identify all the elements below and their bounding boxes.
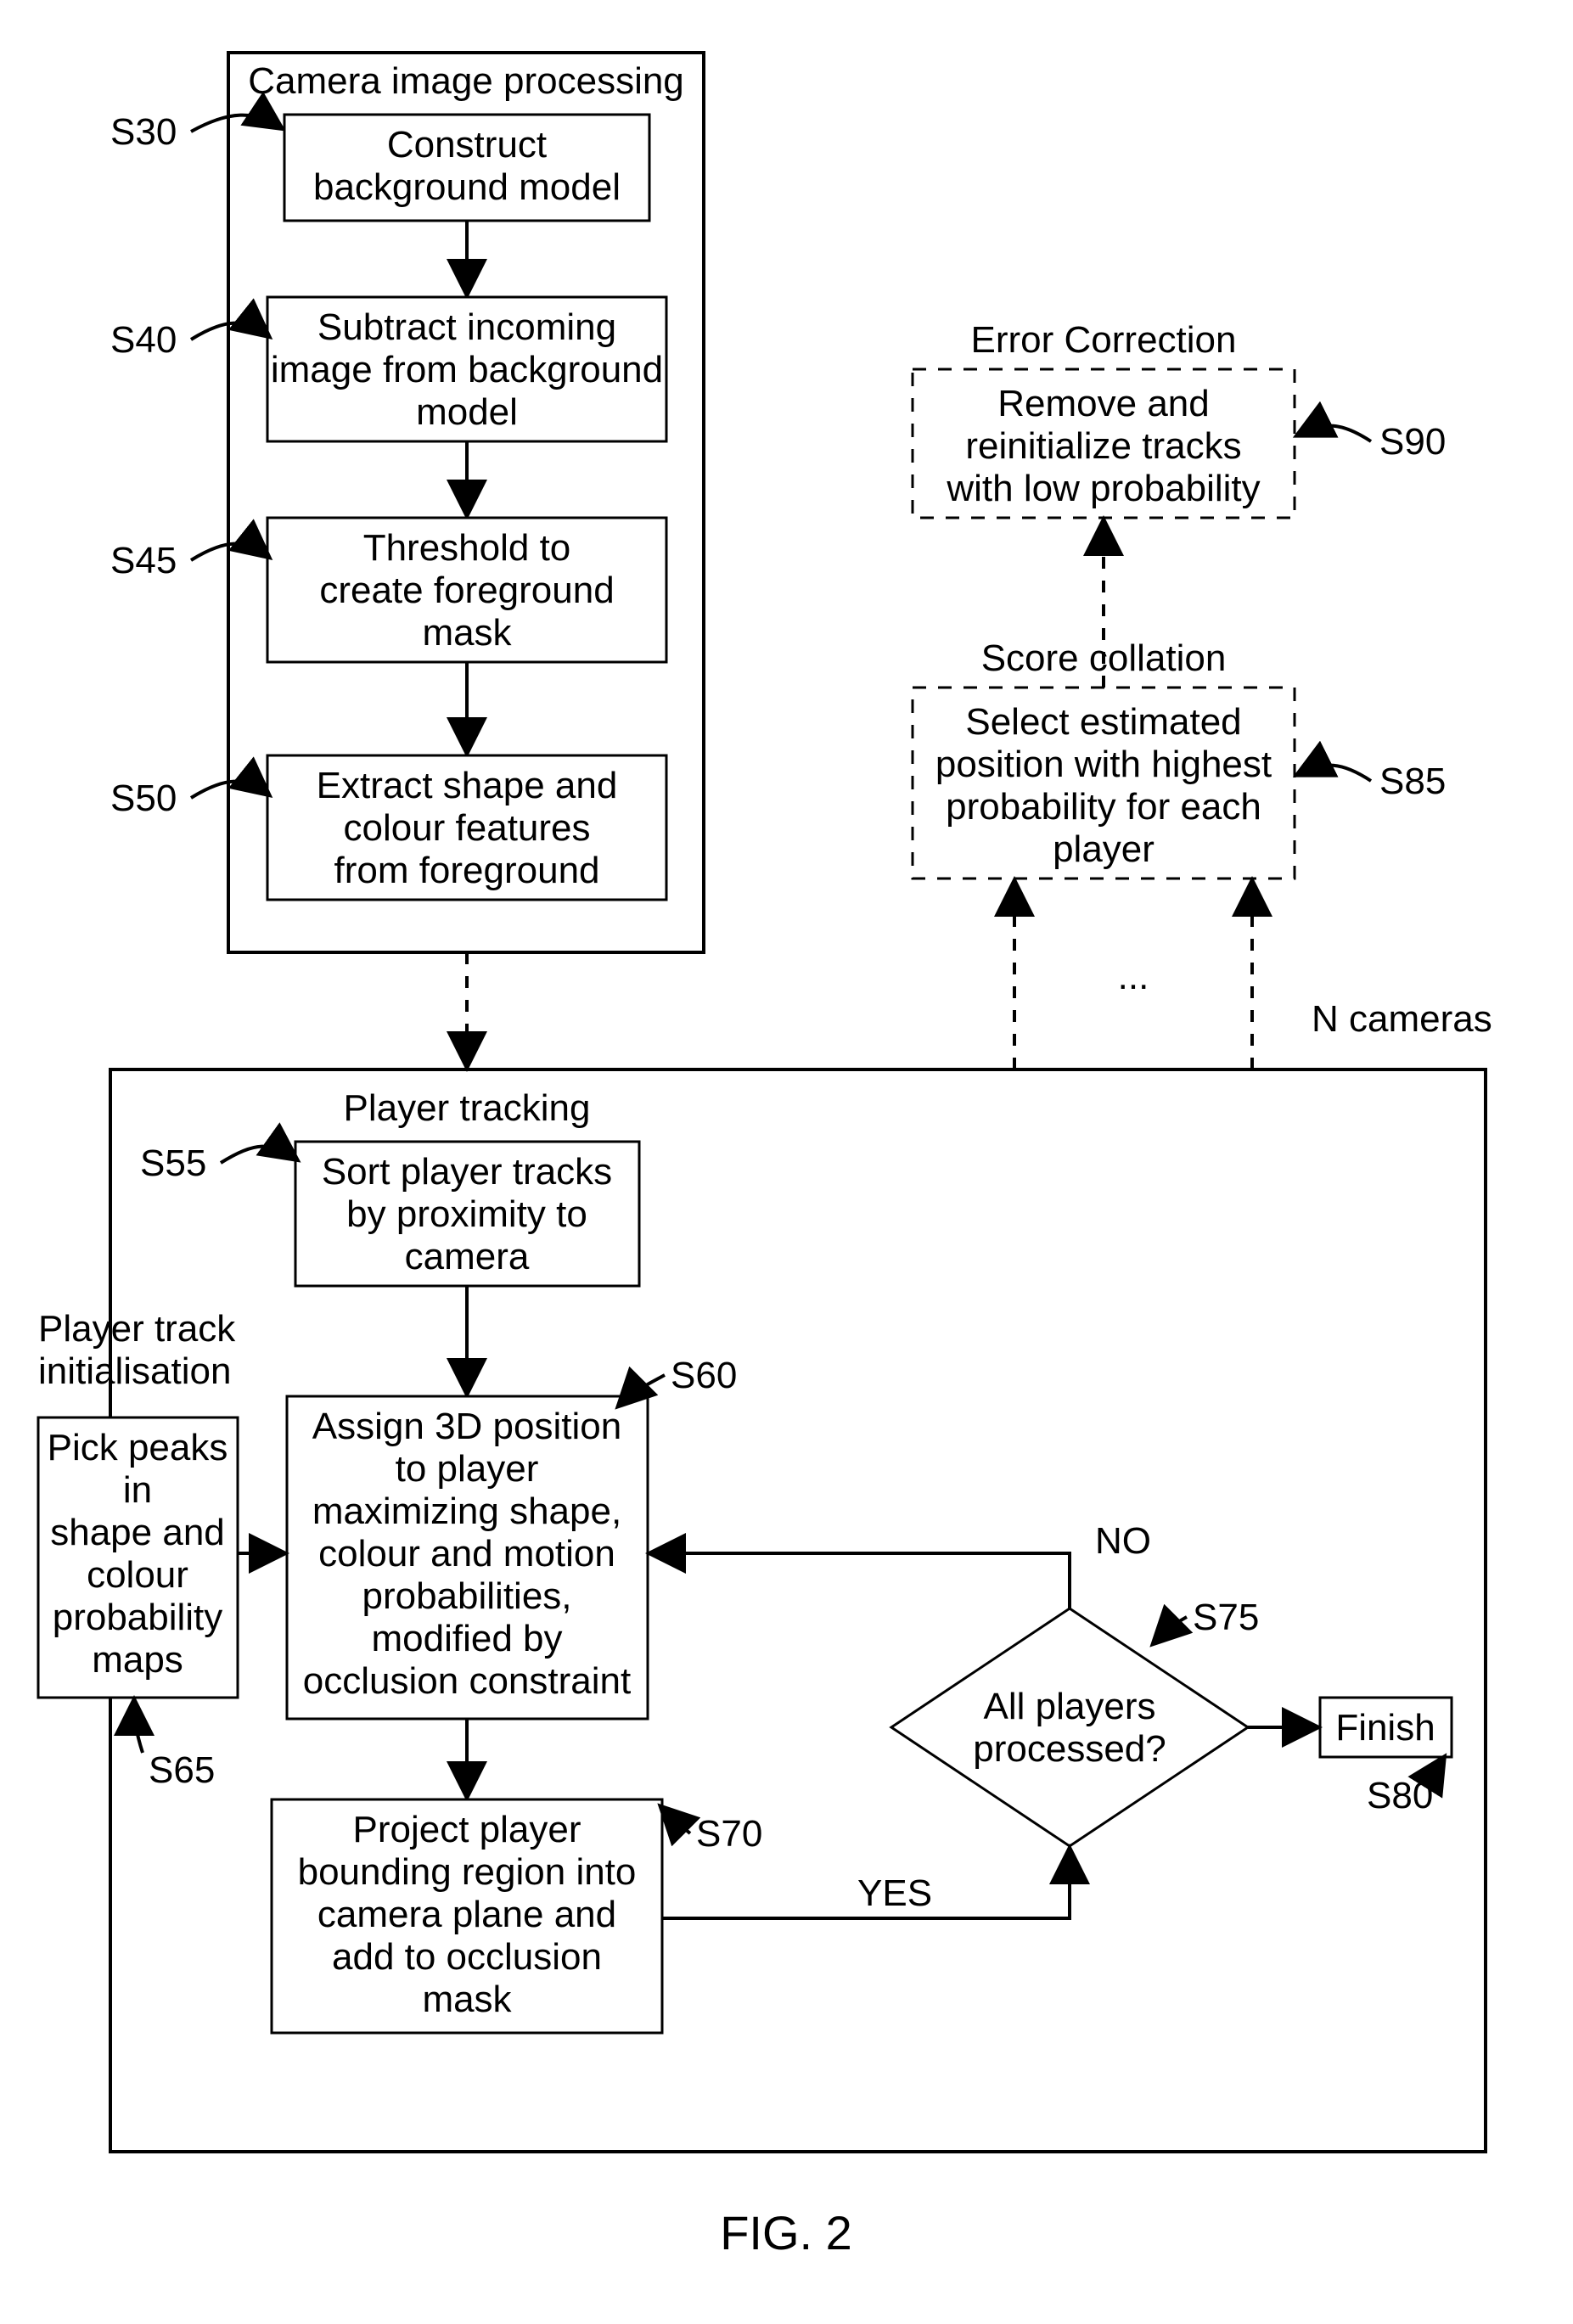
s50-ref: S50 [110, 777, 177, 819]
s90-line3: with low probability [946, 468, 1260, 509]
s75-line1: All players [984, 1686, 1156, 1727]
init-title-line1: Player track [38, 1308, 236, 1350]
s60-line5: probabilities, [362, 1575, 571, 1617]
s65-line2: in [123, 1469, 152, 1511]
s60-line6: modified by [371, 1618, 562, 1659]
no-label: NO [1095, 1520, 1151, 1562]
s85-ref: S85 [1379, 761, 1446, 802]
s70-line1: Project player [352, 1809, 581, 1850]
s30-leader [191, 115, 280, 132]
s75-decision [891, 1608, 1248, 1846]
s85-line2: position with highest [935, 744, 1272, 785]
s40-line2: image from background [271, 349, 663, 390]
player-tracking-title: Player tracking [343, 1087, 590, 1129]
s75-leader [1154, 1617, 1187, 1642]
init-title-line2: initialisation [38, 1350, 231, 1392]
s65-line4: colour [87, 1554, 188, 1596]
s60-ref: S60 [671, 1355, 737, 1396]
s90-ref: S90 [1379, 421, 1446, 463]
s65-line3: shape and [50, 1512, 225, 1553]
arrow-s75-no-s60 [652, 1553, 1070, 1608]
s90-line2: reinitialize tracks [965, 425, 1241, 467]
s85-line3: probability for each [946, 786, 1261, 828]
s55-ref: S55 [140, 1142, 206, 1184]
s80-ref: S80 [1367, 1775, 1433, 1816]
s60-line7: occlusion constraint [303, 1660, 631, 1702]
s60-line1: Assign 3D position [312, 1406, 621, 1447]
s40-ref: S40 [110, 319, 177, 361]
s45-line1: Threshold to [363, 527, 571, 569]
figure-caption: FIG. 2 [720, 2206, 852, 2259]
s50-line1: Extract shape and [317, 765, 618, 806]
s45-ref: S45 [110, 540, 177, 581]
s55-leader [221, 1147, 295, 1163]
s45-line2: create foreground [319, 570, 614, 611]
s40-line3: model [416, 391, 518, 433]
s55-line2: by proximity to [346, 1193, 587, 1235]
error-correction-title: Error Correction [971, 319, 1237, 361]
s80-text: Finish [1335, 1707, 1435, 1749]
s75-line2: processed? [973, 1728, 1166, 1770]
s70-ref: S70 [696, 1813, 762, 1855]
s85-leader [1299, 766, 1371, 781]
s30-ref: S30 [110, 111, 177, 153]
s70-line3: camera plane and [317, 1894, 616, 1935]
s65-line5: probability [53, 1597, 223, 1638]
s45-line3: mask [422, 612, 512, 654]
s65-line6: maps [92, 1639, 183, 1681]
n-cameras-label: N cameras [1312, 998, 1492, 1040]
s70-leader [662, 1808, 690, 1833]
s55-line1: Sort player tracks [322, 1151, 612, 1193]
s30-line1: Construct [387, 124, 547, 166]
s65-leader [134, 1702, 143, 1753]
s85-line1: Select estimated [965, 701, 1241, 743]
s60-line3: maximizing shape, [312, 1490, 621, 1532]
s90-line1: Remove and [997, 383, 1209, 424]
s70-line4: add to occlusion [332, 1936, 602, 1978]
ellipsis: ... [1118, 956, 1149, 997]
s50-line2: colour features [343, 807, 590, 849]
s65-line1: Pick peaks [48, 1427, 228, 1468]
s30-line2: background model [313, 166, 621, 208]
s80-leader [1426, 1759, 1443, 1778]
s50-line3: from foreground [334, 850, 599, 891]
s85-line4: player [1053, 828, 1154, 870]
s90-leader [1299, 426, 1371, 441]
camera-processing-title: Camera image processing [248, 60, 684, 102]
s60-line2: to player [396, 1448, 539, 1490]
s75-ref: S75 [1193, 1597, 1259, 1638]
yes-label: YES [857, 1872, 932, 1914]
s70-line2: bounding region into [298, 1851, 637, 1893]
s40-line1: Subtract incoming [317, 306, 616, 348]
s60-line4: colour and motion [318, 1533, 615, 1575]
s70-line5: mask [422, 1979, 512, 2020]
s65-ref: S65 [149, 1749, 215, 1791]
s55-line3: camera [405, 1236, 530, 1277]
